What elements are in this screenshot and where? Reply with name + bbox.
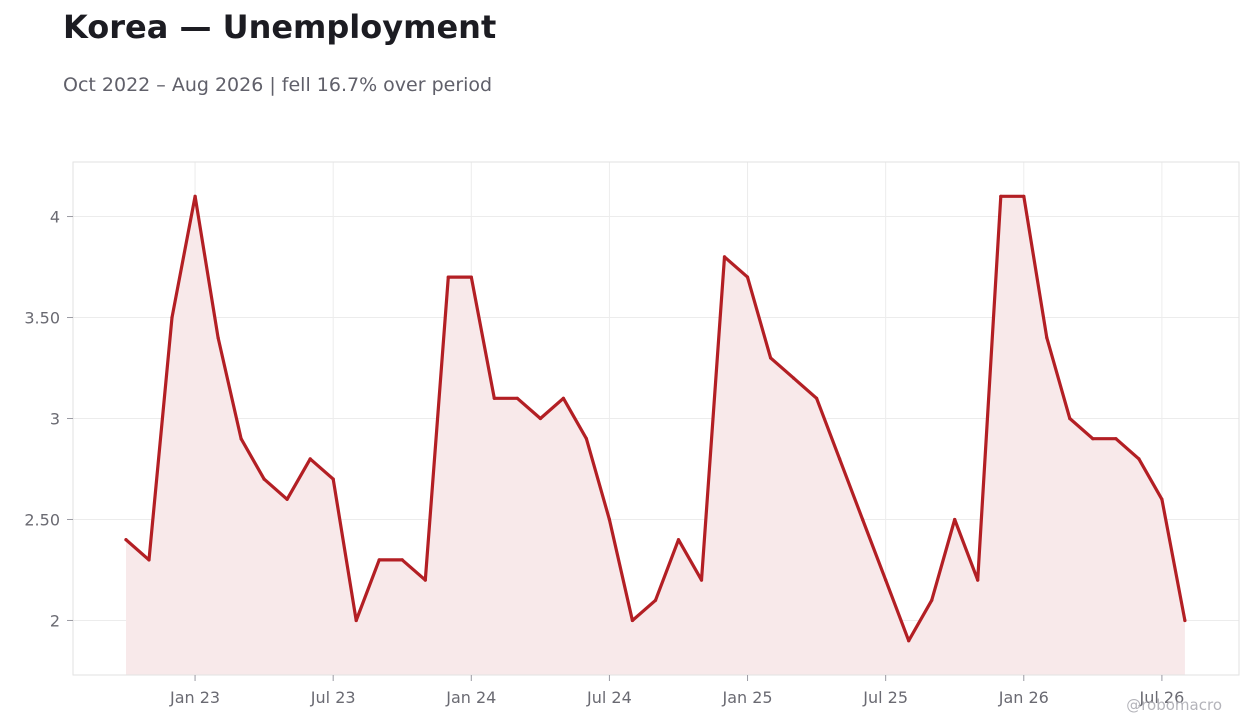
data-point [815, 396, 819, 400]
data-point [884, 578, 888, 582]
x-tick-label: Jul 25 [862, 688, 908, 707]
x-axis: Jan 23 Jul 23 Jan 24 Jul 24 Jan 25 Jul 25 Jan … [169, 675, 1184, 707]
area-fill [126, 196, 1185, 676]
data-point [745, 275, 750, 279]
data-point [262, 477, 266, 481]
data-point [607, 517, 612, 522]
data-point [124, 538, 128, 542]
data-point [699, 578, 704, 582]
data-point [1137, 457, 1141, 461]
data-point [400, 558, 404, 562]
data-point [653, 598, 658, 602]
data-point [584, 437, 589, 441]
y-tick-label: 3 [50, 410, 60, 429]
y-axis: 2 2.50 3 3.50 4 [24, 208, 73, 630]
data-point [538, 416, 543, 421]
x-tick-label: Jan 24 [445, 688, 496, 707]
data-point [515, 396, 519, 400]
data-point [446, 275, 450, 279]
data-point [930, 598, 934, 602]
x-tick-label: Jan 26 [998, 688, 1049, 707]
x-tick-label: Jan 25 [721, 688, 772, 707]
y-tick-label: 3.50 [24, 309, 60, 328]
data-point [999, 194, 1003, 198]
data-point [308, 457, 312, 461]
data-point [1045, 336, 1049, 340]
data-point [561, 396, 566, 400]
y-tick-label: 2.50 [24, 510, 60, 529]
data-point [147, 558, 151, 562]
data-point [722, 255, 727, 259]
data-point [1091, 437, 1095, 441]
data-point [469, 275, 473, 279]
data-point [285, 497, 289, 501]
data-point [193, 194, 197, 198]
data-points [124, 194, 1187, 643]
data-point [769, 356, 773, 360]
data-point [1022, 194, 1026, 198]
chart-title: Korea — Unemployment [63, 8, 497, 46]
x-tick-label: Jan 23 [169, 688, 220, 707]
data-point [676, 538, 681, 542]
data-point [907, 639, 911, 643]
y-tick-label: 4 [50, 208, 60, 227]
data-point [976, 578, 980, 582]
data-point [170, 315, 174, 320]
data-point [377, 558, 381, 562]
data-point [838, 457, 842, 461]
data-point [354, 618, 358, 623]
x-tick-label: Jul 23 [310, 688, 356, 707]
data-point [861, 517, 865, 522]
chart-subtitle: Oct 2022 – Aug 2026 | fell 16.7% over pe… [63, 74, 493, 96]
data-point [239, 437, 243, 441]
data-point [492, 396, 496, 400]
x-tick-label: Jul 24 [586, 688, 632, 707]
data-point [216, 336, 220, 340]
data-point [630, 618, 635, 623]
data-point [331, 477, 335, 481]
data-point [1183, 618, 1187, 623]
x-tick-label: Jul 26 [1139, 688, 1185, 707]
watermark: @robomacro [1126, 696, 1222, 714]
data-point [792, 376, 796, 380]
data-point [1068, 416, 1072, 421]
y-tick-label: 2 [50, 611, 60, 630]
data-point [1114, 437, 1118, 441]
data-point [1160, 497, 1164, 501]
data-point [953, 517, 957, 522]
data-point [423, 578, 427, 582]
